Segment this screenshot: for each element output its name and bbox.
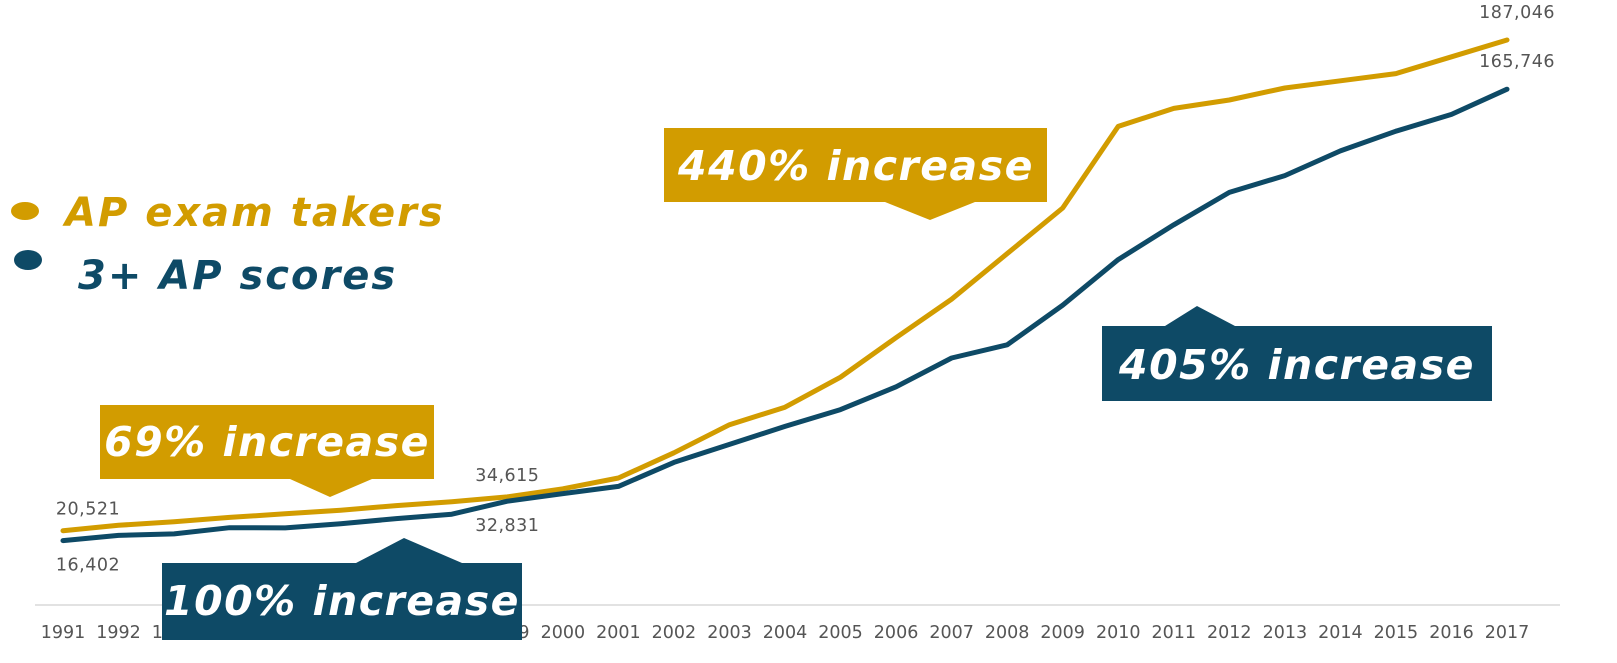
callout-scores-early-box (162, 538, 522, 640)
series-line-ap-exam-takers (60, 37, 1510, 534)
x-tick-label-1992: 1992 (96, 623, 141, 643)
series-line-3plus-ap-scores (60, 86, 1510, 544)
data-label-1999-scores: 32,831 (475, 516, 539, 536)
x-tick-label-2011: 2011 (1151, 623, 1196, 643)
x-tick-label-2015: 2015 (1374, 623, 1419, 643)
data-label-1991-scores: 16,402 (56, 556, 120, 576)
data-label-1991-takers: 20,521 (56, 500, 120, 520)
callout-scores-late-text: 405% increase (1118, 341, 1475, 389)
x-tick-label-2003: 2003 (707, 623, 752, 643)
x-tick-label-2010: 2010 (1096, 623, 1141, 643)
x-tick-label-1991: 1991 (41, 623, 86, 643)
x-tick-label-2016: 2016 (1429, 623, 1474, 643)
legend-marker-takers (11, 202, 39, 220)
data-label-2017-scores: 165,746 (1479, 52, 1555, 72)
x-tick-label-2001: 2001 (596, 623, 641, 643)
x-tick-label-2008: 2008 (985, 623, 1030, 643)
callout-takers-late-text: 440% increase (677, 142, 1034, 190)
x-tick-label-2012: 2012 (1207, 623, 1252, 643)
callout-takers-late: 440% increase (664, 128, 1047, 220)
x-tick-label-2002: 2002 (652, 623, 697, 643)
callout-scores-late: 405% increase (1102, 306, 1492, 401)
x-tick-label-2014: 2014 (1318, 623, 1363, 643)
callout-takers-early-text: 69% increase (104, 418, 430, 466)
callout-scores-late-box (1102, 306, 1492, 401)
callout-scores-early-text: 100% increase (164, 577, 520, 625)
series-lines (60, 37, 1510, 544)
x-tick-label-2000: 2000 (541, 623, 586, 643)
data-labels: 20,521 16,402 34,615 32,831 187,046 165,746 (56, 3, 1555, 576)
x-tick-label-2013: 2013 (1263, 623, 1308, 643)
callout-takers-late-box (664, 128, 1047, 220)
x-tick-label-2007: 2007 (929, 623, 974, 643)
x-tick-label-2005: 2005 (818, 623, 863, 643)
data-label-1999-takers: 34,615 (475, 466, 539, 486)
legend-label-takers: AP exam takers (62, 190, 445, 236)
x-tick-label-2009: 2009 (1040, 623, 1085, 643)
legend-label-scores: 3+ AP scores (78, 253, 397, 299)
callout-takers-early-box (100, 405, 434, 497)
x-tick-label-2017: 2017 (1485, 623, 1530, 643)
legend: AP exam takers 3+ AP scores (11, 190, 445, 299)
callout-scores-early: 100% increase (162, 538, 522, 640)
legend-marker-scores (14, 250, 42, 270)
x-tick-label-2006: 2006 (874, 623, 919, 643)
x-tick-label-2004: 2004 (763, 623, 808, 643)
data-label-2017-takers: 187,046 (1479, 3, 1555, 23)
callout-takers-early: 69% increase (100, 405, 434, 497)
